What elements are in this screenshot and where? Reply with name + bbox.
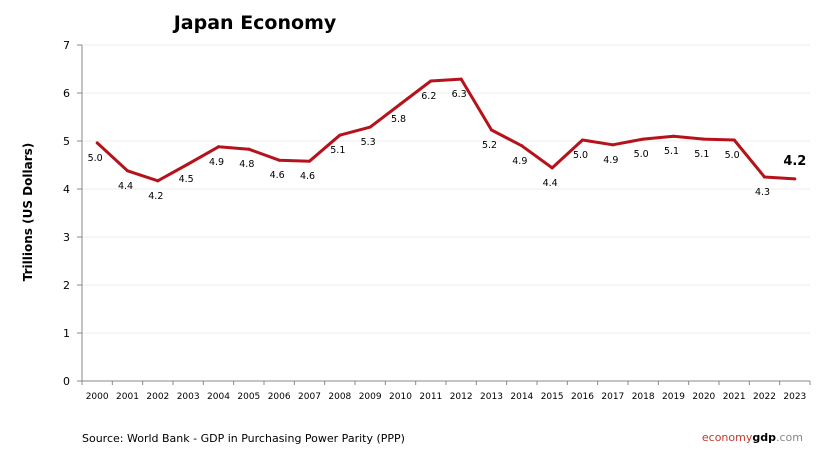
x-axis: 2000 2001 2002 2003 2004 2005 2006 2007 2008 2009…: [81, 380, 811, 402]
data-point: [550, 166, 554, 170]
x-tick-label: 2000: [86, 392, 109, 402]
x-tick-label: 2022: [753, 392, 776, 402]
data-label: 5.1: [330, 145, 345, 156]
x-tick-label: 2002: [146, 392, 169, 402]
data-label: 4.8: [239, 159, 254, 170]
data-point: [277, 158, 281, 162]
data-label: 4.3: [755, 187, 770, 198]
data-label: 5.2: [482, 140, 497, 151]
data-point: [247, 147, 251, 151]
data-point: [793, 177, 797, 181]
data-point: [368, 125, 372, 129]
x-tick-label: 2003: [177, 392, 200, 402]
x-tick-label: 2019: [662, 392, 685, 402]
y-tick-label: 5: [63, 135, 70, 148]
x-tick-label: 2012: [450, 392, 473, 402]
data-point: [672, 134, 675, 138]
x-tick-label: 2001: [116, 392, 139, 402]
data-point: [611, 143, 615, 147]
x-tick-label: 2014: [510, 392, 533, 402]
gridlines: [82, 44, 810, 334]
data-label: 5.0: [634, 149, 649, 160]
y-tick-label: 4: [63, 183, 70, 196]
data-label: 5.3: [361, 137, 376, 148]
x-tick-label: 2016: [571, 392, 594, 402]
data-point: [95, 141, 99, 145]
data-point: [702, 137, 706, 141]
data-point: [490, 128, 493, 132]
series-line-group: [95, 77, 797, 183]
data-label: 4.6: [300, 171, 315, 182]
data-label: 4.2: [783, 154, 806, 169]
data-point: [338, 133, 342, 137]
data-label: 6.2: [421, 91, 436, 102]
data-label: 4.4: [118, 181, 133, 192]
x-tick-label: 2023: [783, 392, 806, 402]
chart-title: Japan Economy: [172, 12, 337, 34]
brand-part-economy: economy: [701, 431, 753, 444]
x-tick-label: 2008: [328, 392, 351, 402]
x-tick-label: 2006: [268, 392, 291, 402]
series-line: [96, 77, 795, 183]
y-axis-label: Trillions (US Dollars): [21, 143, 35, 281]
brand-part-com: .com: [776, 431, 803, 444]
data-label: 4.4: [543, 178, 558, 189]
x-tick-label: 2010: [389, 392, 412, 402]
y-axis: 0 1 2 3 4 5 6 7: [63, 39, 83, 388]
x-tick-label: 2007: [298, 392, 321, 402]
data-label: 5.8: [391, 114, 406, 125]
x-tick-label: 2009: [359, 392, 382, 402]
brand-part-gdp: gdp: [752, 431, 776, 444]
y-tick-label: 0: [63, 375, 70, 388]
x-tick-label: 2004: [207, 392, 230, 402]
data-label: 6.3: [452, 89, 467, 100]
data-point: [641, 137, 645, 141]
data-label: 4.9: [603, 155, 618, 166]
y-tick-label: 6: [63, 87, 70, 100]
data-label: 4.9: [209, 157, 224, 168]
data-point: [308, 159, 311, 163]
y-tick-label: 7: [63, 39, 70, 52]
data-point: [186, 162, 190, 166]
data-label: 5.1: [664, 146, 679, 157]
y-tick-label: 3: [63, 231, 70, 244]
data-label: 5.0: [573, 150, 588, 161]
y-tick-label: 1: [63, 327, 70, 340]
data-point: [126, 169, 129, 173]
data-point: [217, 145, 220, 149]
brand-watermark: economygdp.com: [702, 431, 803, 444]
data-point: [156, 179, 160, 183]
x-tick-label: 2018: [632, 392, 655, 402]
data-point: [732, 138, 736, 142]
data-point: [399, 102, 402, 106]
data-point: [581, 138, 584, 142]
data-point: [520, 144, 524, 148]
x-tick-label: 2011: [419, 392, 442, 402]
data-label: 4.6: [270, 170, 285, 181]
data-label: 4.9: [512, 156, 527, 167]
data-labels: 5.0 4.4 4.2 4.5 4.9 4.8 4.6 4.6 5.1 5.3 5.8 6.2 6.3 5…: [88, 89, 807, 202]
x-tick-label: 2020: [692, 392, 715, 402]
data-point: [429, 79, 433, 83]
x-tick-label: 2021: [723, 392, 746, 402]
x-tick-label: 2017: [601, 392, 624, 402]
data-label: 5.0: [725, 150, 740, 161]
data-label: 4.2: [148, 191, 163, 202]
data-point: [763, 175, 766, 179]
x-tick-label: 2013: [480, 392, 503, 402]
data-point: [459, 77, 463, 81]
data-label: 5.0: [88, 153, 103, 164]
y-tick-label: 2: [63, 279, 70, 292]
data-label: 5.1: [694, 149, 709, 160]
x-tick-label: 2015: [541, 392, 564, 402]
x-tick-label: 2005: [237, 392, 260, 402]
data-label: 4.5: [179, 174, 194, 185]
source-note: Source: World Bank - GDP in Purchasing P…: [82, 432, 405, 445]
